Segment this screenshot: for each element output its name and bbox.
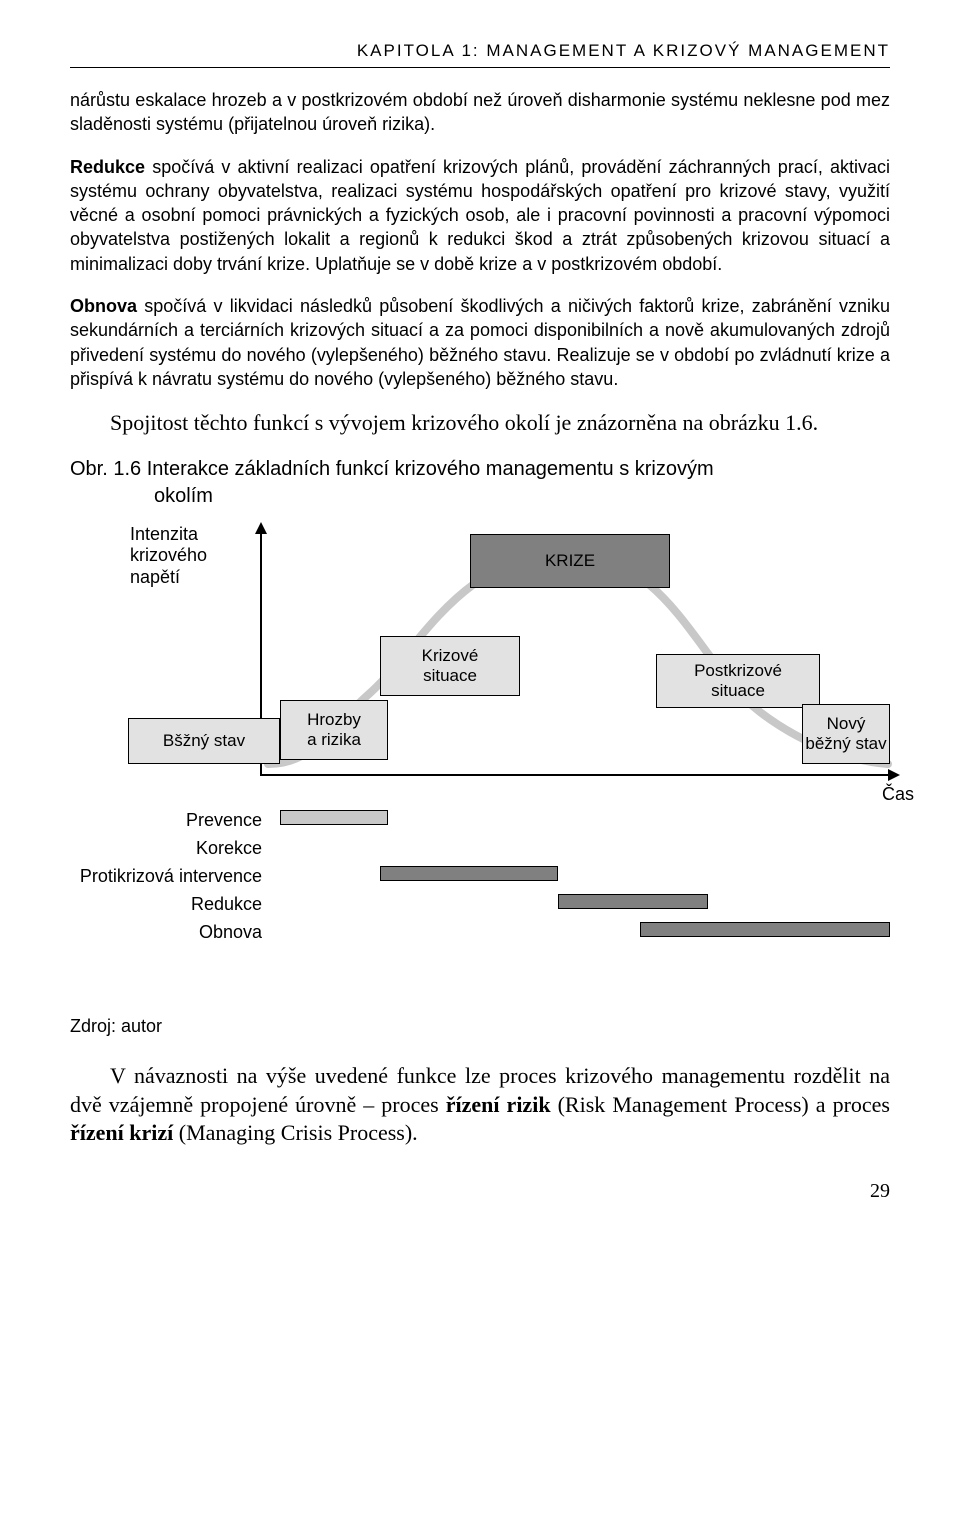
y-axis-label: Intenzitakrizovéhonapětí [130, 524, 207, 589]
phase-box-krizove: Krizovésituace [380, 636, 520, 696]
paragraph-4: Spojitost těchto funkcí s vývojem krizov… [70, 409, 890, 438]
phase-box-postkriz: Postkrizovésituace [656, 654, 820, 708]
paragraph-2: Redukce spočívá v aktivní realizaci opat… [70, 155, 890, 276]
page-number: 29 [70, 1178, 890, 1205]
header-rule [70, 67, 890, 68]
figure-source: Zdroj: autor [70, 1014, 890, 1038]
term-rizeni-krizi: řízení krizí [70, 1120, 173, 1145]
phase-box-bezny: Bšžný stav [128, 718, 280, 764]
function-label-0: Prevence [70, 808, 262, 832]
function-bar-4 [640, 922, 890, 937]
paragraph-1: nárůstu eskalace hrozeb a v postkrizovém… [70, 88, 890, 137]
x-axis [260, 774, 890, 776]
crisis-interaction-diagram: IntenzitakrizovéhonapětíČasBšžný stavHro… [70, 518, 890, 998]
function-label-1: Korekce [70, 836, 262, 860]
paragraph-3-body: spočívá v likvidaci následků působení šk… [70, 296, 890, 389]
function-bar-3 [558, 894, 708, 909]
figure-title-line2: okolím [70, 483, 890, 510]
para5-mid1: (Risk Management Process) a proces [551, 1092, 890, 1117]
para5-post: (Managing Crisis Process). [173, 1120, 417, 1145]
paragraph-2-body: spočívá v aktivní realizaci opatření kri… [70, 157, 890, 274]
phase-box-novy: Novýběžný stav [802, 704, 890, 764]
function-label-2: Protikrizová intervence [70, 864, 262, 888]
x-axis-label: Čas [882, 784, 914, 806]
function-bar-2 [380, 866, 558, 881]
chapter-header: KAPITOLA 1: MANAGEMENT A KRIZOVÝ MANAGEM… [70, 40, 890, 63]
y-axis-arrowhead [255, 522, 267, 534]
function-label-3: Redukce [70, 892, 262, 916]
phase-box-krize: KRIZE [470, 534, 670, 588]
term-rizeni-rizik: řízení rizik [446, 1092, 551, 1117]
function-label-4: Obnova [70, 920, 262, 944]
figure-title-line1: Interakce základních funkcí krizového ma… [147, 458, 714, 480]
function-bar-0 [280, 810, 388, 825]
paragraph-5: V návaznosti na výše uvedené funkce lze … [70, 1062, 890, 1148]
term-redukce: Redukce [70, 157, 145, 177]
figure-label: Obr. 1.6 [70, 458, 141, 480]
phase-box-hrozby: Hrozbya rizika [280, 700, 388, 760]
x-axis-arrowhead [888, 769, 900, 781]
figure-caption: Obr. 1.6 Interakce základních funkcí kri… [70, 456, 890, 510]
term-obnova: Obnova [70, 296, 137, 316]
paragraph-3: Obnova spočívá v likvidaci následků půso… [70, 294, 890, 391]
